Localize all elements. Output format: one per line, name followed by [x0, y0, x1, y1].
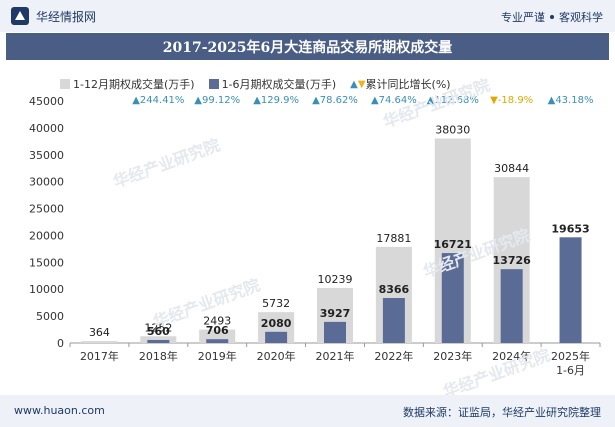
website-link[interactable]: www.huaon.com — [14, 404, 105, 417]
x-category-label: 2022年 — [374, 349, 413, 363]
x-category-label: 2020年 — [257, 349, 296, 363]
x-category-label: 2025年 — [551, 349, 590, 363]
y-tick-label: 20000 — [29, 229, 64, 242]
bar-half-year-label: 19653 — [551, 222, 589, 235]
x-category-label: 2023年 — [433, 349, 472, 363]
triangle-up-icon: ▲ — [350, 78, 358, 90]
bar-full-year-label: 364 — [89, 326, 110, 339]
huajing-logo-icon — [11, 7, 29, 25]
y-tick-label: 5000 — [36, 310, 64, 323]
bar-half-year-label: 3927 — [320, 307, 351, 320]
header-bar: 华经情报网 专业严谨 客观科学 — [0, 0, 615, 32]
bar-half-year — [559, 237, 582, 343]
bar-half-year — [147, 339, 170, 343]
legend-swatch-full — [60, 79, 70, 89]
bar-half-year — [382, 298, 405, 343]
bar-half-year-label: 8366 — [379, 283, 410, 296]
y-tick-label: 35000 — [29, 149, 64, 162]
bar-half-year — [324, 321, 346, 343]
y-tick-label: 15000 — [29, 256, 64, 269]
legend: 1-12月期权成交量(万手) 1-6月期权成交量(万手) ▲ ▼ 累计同比增长(… — [60, 76, 465, 92]
bar-full-year-label: 17881 — [376, 232, 411, 245]
title-bar: 2017-2025年6月大连商品交易所期权成交量 — [6, 33, 609, 60]
growth-rate-label: ▲129.9% — [253, 95, 300, 106]
bar-half-year — [441, 253, 464, 343]
bar-half-year-label: 13726 — [493, 254, 532, 267]
bar-half-year-label: 16721 — [434, 238, 472, 251]
separator-dot-icon — [550, 15, 554, 19]
x-category-label: 2019年 — [198, 349, 237, 363]
y-tick-label: 40000 — [29, 122, 64, 135]
x-category-label: 1-6月 — [556, 364, 585, 377]
x-category-label: 2018年 — [139, 349, 178, 363]
tagline-left: 专业严谨 — [501, 11, 545, 24]
bar-full-year-label: 38030 — [435, 123, 470, 136]
x-category-label: 2017年 — [80, 349, 119, 363]
legend-item-half: 1-6月期权成交量(万手) — [208, 76, 337, 92]
y-tick-label: 10000 — [29, 283, 64, 296]
bar-full-year-label: 10239 — [318, 273, 353, 286]
tagline-right: 客观科学 — [559, 11, 603, 24]
growth-label-row: ▲244.41% ▲99.12% ▲129.9% ▲78.62% ▲74.64% ▲112… — [0, 95, 615, 107]
growth-rate-label: ▲112.68% — [426, 95, 479, 106]
bar-full-year — [140, 336, 177, 343]
growth-rate-label: ▲78.62% — [312, 95, 358, 106]
growth-rate-label: ▲99.12% — [194, 95, 241, 106]
tagline: 专业严谨 客观科学 — [501, 9, 603, 25]
x-category-label: 2021年 — [316, 349, 355, 363]
legend-swatch-half — [208, 79, 219, 89]
y-tick-label: 30000 — [29, 176, 64, 189]
bar-half-year-label: 560 — [147, 325, 170, 338]
bar-half-year — [500, 269, 523, 343]
bar-full-year-label: 1252 — [144, 321, 172, 334]
brand: 华经情报网 — [10, 6, 96, 26]
growth-rate-label: ▲74.64% — [370, 95, 417, 106]
bar-half-year-label: 706 — [206, 324, 229, 337]
bar-half-year — [265, 331, 288, 343]
chart-title: 2017-2025年6月大连商品交易所期权成交量 — [162, 40, 453, 56]
bar-chart: 0 5000 10000 15000 20000 25000 30000 35000 40000… — [29, 95, 601, 377]
brand-name: 华经情报网 — [36, 9, 97, 24]
legend-item-full: 1-12月期权成交量(万手) — [60, 76, 195, 92]
y-tick-label: 25000 — [29, 203, 64, 216]
x-category-label: 2024年 — [492, 349, 531, 363]
bar-half-year — [206, 339, 229, 343]
growth-rate-label: ▲244.41% — [132, 95, 185, 106]
legend-item-growth: ▲ ▼ 累计同比增长(%) — [350, 76, 450, 92]
bar-full-year — [81, 341, 118, 343]
bar-full-year-label: 5732 — [262, 297, 290, 310]
triangle-down-icon: ▼ — [357, 78, 366, 90]
legend-label-half: 1-6月期权成交量(万手) — [221, 78, 337, 91]
bar-full-year-label: 30844 — [494, 162, 529, 175]
bar-full-year-label: 2493 — [203, 315, 231, 328]
y-tick-label: 45000 — [29, 95, 64, 108]
footer-bar: www.huaon.com 数据来源：证监局，华经产业研究院整理 — [0, 395, 615, 427]
bar-half-year-label: 2080 — [261, 317, 292, 330]
data-source: 数据来源：证监局，华经产业研究院整理 — [403, 406, 601, 419]
legend-label-growth: 累计同比增长(%) — [365, 78, 451, 91]
growth-rate-label: ▼-18.9% — [490, 95, 534, 106]
y-tick-label: 0 — [57, 337, 64, 350]
legend-label-full: 1-12月期权成交量(万手) — [73, 78, 195, 91]
growth-rate-label: ▲43.18% — [547, 95, 594, 106]
